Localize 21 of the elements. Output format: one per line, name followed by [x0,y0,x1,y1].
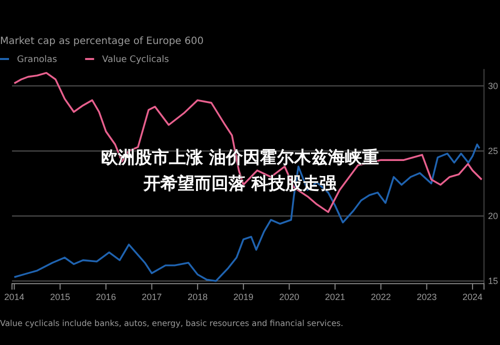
x-tick-label: 2015 [50,292,70,302]
y-tick-label: 25 [488,146,498,156]
x-tick-label: 2019 [233,292,254,302]
x-tick-label: 2016 [96,292,116,302]
x-tick-label: 2017 [142,292,162,302]
x-tick-label: 2023 [416,292,437,302]
x-tick-label: 2020 [279,292,300,302]
x-tick-label: 2018 [188,292,208,302]
x-tick-label: 2014 [4,292,24,302]
y-tick-label: 20 [488,210,498,221]
text: Value cyclicals include banks, autos, energy, basic resources and financial services. [0,318,344,328]
y-tick-label: 15 [488,276,498,286]
x-tick-label: 2022 [370,292,391,302]
legend-label: Granolas [17,55,58,65]
line-series [13,144,480,282]
x-tick-label: 2024 [462,292,483,302]
x-tick-label: 2021 [325,292,346,302]
line-series [13,72,483,213]
chart-title: Market cap as percentage of Europe 600 [0,36,204,47]
y-tick-label: 30 [488,80,498,91]
legend-label: Value Cyclicals [102,55,170,65]
